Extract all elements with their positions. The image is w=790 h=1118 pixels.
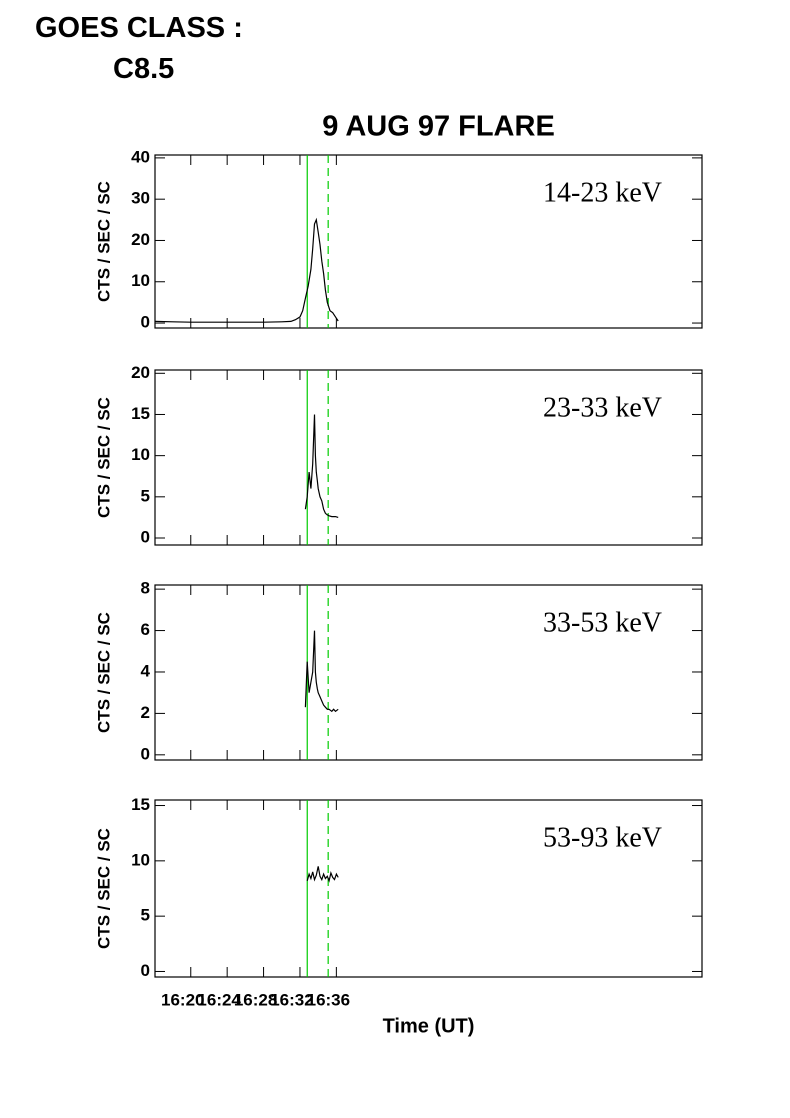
- y-tick-label: 4: [141, 661, 151, 680]
- chart-title: 9 AUG 97 FLARE: [322, 111, 555, 143]
- plot-frame: [154, 799, 703, 978]
- y-axis-label: CTS / SEC / SC: [94, 397, 113, 518]
- plot-frame: [154, 369, 703, 546]
- y-tick-label: 0: [141, 527, 150, 546]
- x-tick-label: 16:36: [307, 990, 350, 1009]
- data-line: [304, 414, 339, 518]
- y-tick-label: 6: [141, 620, 150, 639]
- y-axis-label: CTS / SEC / SC: [94, 612, 113, 733]
- x-axis-label: Time (UT): [383, 1015, 475, 1037]
- y-tick-label: 10: [131, 445, 150, 464]
- data-line: [306, 866, 339, 883]
- data-line: [304, 630, 339, 713]
- y-tick-label: 40: [131, 147, 150, 166]
- data-line: [155, 217, 339, 323]
- y-tick-label: 0: [141, 961, 150, 980]
- y-tick-label: 5: [141, 486, 150, 505]
- plot-frame: [154, 154, 703, 329]
- y-tick-label: 10: [131, 850, 150, 869]
- x-tick-label: 16:24: [197, 990, 241, 1009]
- band-label: 23-33 keV: [543, 392, 662, 423]
- plot-frame: [154, 584, 703, 761]
- goes-class-value: C8.5: [113, 53, 174, 85]
- y-tick-label: 20: [131, 363, 150, 382]
- y-tick-label: 15: [131, 795, 150, 814]
- y-tick-label: 20: [131, 230, 150, 249]
- y-axis-label: CTS / SEC / SC: [94, 181, 113, 302]
- x-tick-label: 16:20: [161, 990, 204, 1009]
- y-tick-label: 2: [141, 703, 150, 722]
- y-tick-label: 5: [141, 906, 150, 925]
- y-tick-label: 10: [131, 271, 150, 290]
- y-tick-label: 30: [131, 189, 150, 208]
- y-tick-label: 15: [131, 404, 150, 423]
- band-label: 14-23 keV: [543, 177, 662, 208]
- x-tick-label: 16:28: [234, 990, 277, 1009]
- goes-class-label: GOES CLASS :: [35, 12, 243, 44]
- band-label: 53-93 keV: [543, 822, 662, 853]
- y-axis-label: CTS / SEC / SC: [94, 828, 113, 949]
- y-tick-label: 0: [141, 744, 150, 763]
- band-label: 33-53 keV: [543, 607, 662, 638]
- x-tick-label: 16:32: [270, 990, 313, 1009]
- y-tick-label: 0: [141, 313, 150, 332]
- y-tick-label: 8: [141, 579, 150, 598]
